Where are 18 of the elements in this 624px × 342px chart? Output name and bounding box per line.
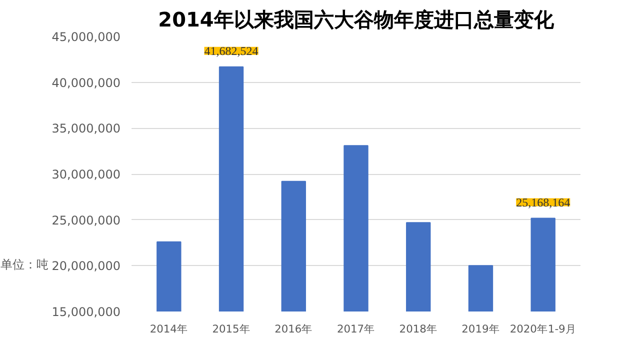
x-tick-label: 2018年 — [399, 322, 438, 336]
y-tick-label: 15,000,000 — [52, 305, 121, 319]
x-tick-label: 2016年 — [274, 322, 313, 336]
y-tick-label: 30,000,000 — [52, 168, 121, 182]
data-label: 41,682,524 — [204, 44, 258, 58]
y-tick-label: 45,000,000 — [52, 30, 121, 44]
y-tick-label: 40,000,000 — [52, 76, 121, 90]
y-tick-label: 35,000,000 — [52, 122, 121, 136]
x-tick-label: 2014年 — [150, 322, 188, 336]
chart-title: 2014年以来我国六大谷物年度进口总量变化 — [158, 8, 555, 32]
y-tick-label: 20,000,000 — [52, 259, 121, 274]
x-tick-label: 2020年1-9月 — [510, 322, 576, 336]
data-label: 25,168,164 — [516, 195, 570, 210]
text: 单位：吨 — [0, 258, 48, 272]
x-tick-label: 2019年 — [462, 322, 500, 336]
y-tick-label: 25,000,000 — [52, 213, 121, 228]
x-tick-label: 2015年 — [212, 322, 250, 336]
x-tick-label: 2017年 — [336, 322, 376, 336]
